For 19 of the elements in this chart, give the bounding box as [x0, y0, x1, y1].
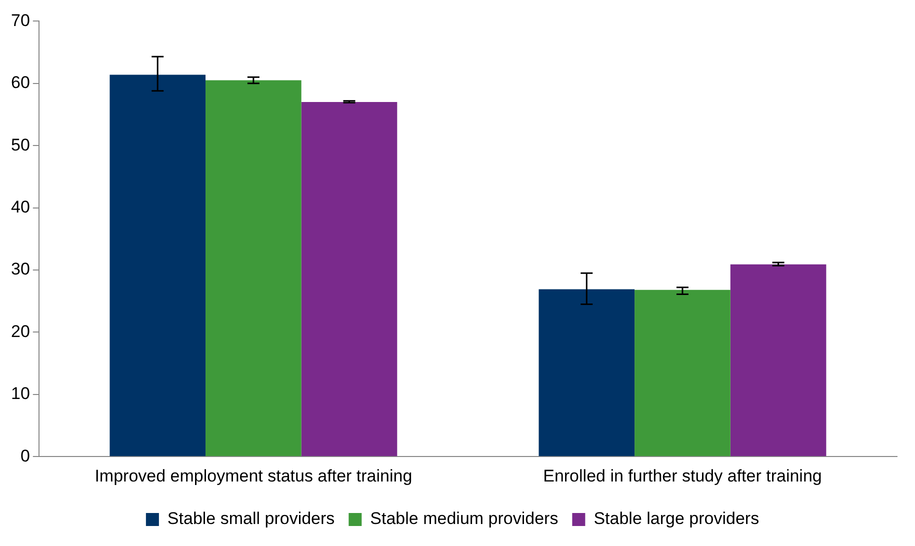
- legend-label: Stable large providers: [594, 509, 760, 528]
- y-tick-label: 60: [10, 73, 30, 92]
- bar: [538, 289, 635, 456]
- bar: [110, 74, 206, 456]
- y-tick-label: 10: [10, 384, 30, 404]
- y-tick-label: 30: [10, 260, 30, 279]
- bar: [634, 290, 730, 456]
- y-tick-label: 70: [10, 10, 30, 30]
- y-tick-label: 40: [10, 197, 30, 216]
- legend-label: Stable small providers: [167, 509, 335, 528]
- y-tick-label: 20: [10, 322, 30, 341]
- y-tick-label: 0: [20, 446, 30, 466]
- x-tick-label: Enrolled in further study after training: [543, 466, 822, 486]
- bar: [730, 264, 826, 456]
- x-tick-label: Improved employment status after training: [94, 466, 412, 486]
- bar: [301, 102, 398, 456]
- legend-label: Stable medium providers: [370, 509, 558, 528]
- y-tick-label: 50: [10, 135, 30, 154]
- bar: [206, 80, 302, 456]
